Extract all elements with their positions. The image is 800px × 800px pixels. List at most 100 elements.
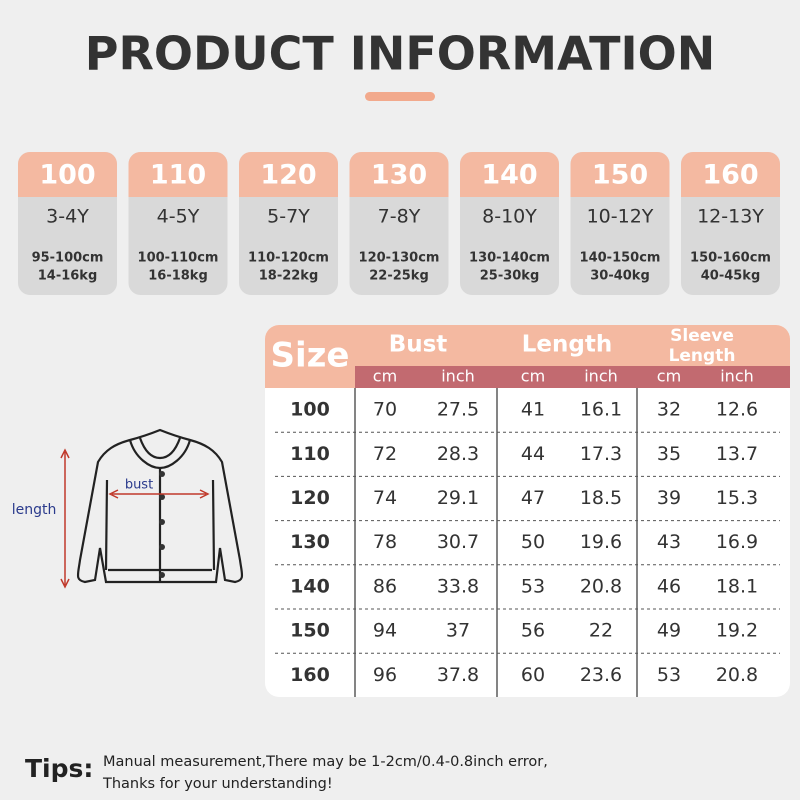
cell: 22	[589, 620, 613, 642]
title: PRODUCT INFORMATION	[85, 27, 715, 81]
unit-header: cm	[521, 367, 545, 386]
cell: 18.5	[580, 487, 622, 509]
row-size: 150	[290, 620, 330, 642]
card-weight: 22-25kg	[369, 269, 429, 284]
unit-row-bg	[355, 366, 790, 388]
cell: 49	[657, 620, 681, 642]
cell: 20.8	[580, 575, 622, 597]
cell: 41	[521, 399, 545, 421]
card-top	[681, 152, 780, 197]
cell: 12.6	[716, 399, 758, 421]
cell: 37	[446, 620, 470, 642]
group-header: Length	[522, 332, 612, 358]
title-underline	[365, 92, 435, 101]
cell: 13.7	[716, 443, 758, 465]
tips-line: Thanks for your understanding!	[102, 776, 333, 792]
card-top	[239, 152, 338, 197]
card-age: 8-10Y	[482, 206, 537, 228]
row-size: 110	[290, 443, 330, 465]
row-size: 120	[290, 487, 330, 509]
unit-header: inch	[720, 367, 754, 386]
row-size: 160	[290, 664, 330, 686]
tips-label: Tips:	[25, 754, 93, 783]
cell: 33.8	[437, 575, 479, 597]
cell: 16.1	[580, 399, 622, 421]
card-weight: 25-30kg	[480, 269, 540, 284]
card-height: 140-150cm	[580, 251, 661, 266]
size-header: Size	[271, 336, 350, 376]
cell: 78	[373, 531, 397, 553]
cell: 18.1	[716, 575, 758, 597]
length-arrow-heads	[60, 448, 70, 589]
card-height: 120-130cm	[359, 251, 440, 266]
cell: 46	[657, 575, 681, 597]
cell: 32	[657, 399, 681, 421]
row-size: 130	[290, 531, 330, 553]
card-top	[349, 152, 449, 197]
card-height: 95-100cm	[32, 251, 104, 266]
cell: 19.6	[580, 531, 622, 553]
tips-line: Manual measurement,There may be 1-2cm/0.…	[103, 754, 548, 770]
cardigan-drawing	[76, 428, 244, 584]
unit-header: cm	[373, 367, 397, 386]
card-age: 5-7Y	[267, 206, 310, 228]
cell: 53	[657, 664, 681, 686]
cell: 74	[373, 487, 397, 509]
card-weight: 40-45kg	[701, 269, 761, 284]
cell: 60	[521, 664, 545, 686]
card-weight: 30-40kg	[590, 269, 650, 284]
cell: 16.9	[716, 531, 758, 553]
table-bg	[265, 325, 790, 697]
card-weight: 18-22kg	[259, 269, 319, 284]
cell: 29.1	[437, 487, 479, 509]
buttons	[159, 471, 165, 578]
cell: 37.8	[437, 664, 479, 686]
row-size: 140	[290, 575, 330, 597]
card-age: 7-8Y	[378, 206, 421, 228]
card-size: 140	[481, 160, 537, 191]
card-size: 100	[39, 160, 95, 191]
cell: 30.7	[437, 531, 479, 553]
card-size: 110	[150, 160, 206, 191]
unit-header: cm	[657, 367, 681, 386]
cell: 56	[521, 620, 545, 642]
cell: 47	[521, 487, 545, 509]
cell: 44	[521, 443, 545, 465]
group-header: Bust	[389, 332, 448, 358]
card-size: 150	[592, 160, 648, 191]
cell: 27.5	[437, 399, 479, 421]
group-header: Sleeve Length	[669, 326, 736, 366]
bust-arrow-heads	[108, 489, 210, 499]
card-age: 4-5Y	[157, 206, 200, 228]
card-size: 130	[371, 160, 427, 191]
card-top	[18, 152, 117, 197]
cell: 86	[373, 575, 397, 597]
cell: 53	[521, 575, 545, 597]
cell: 35	[657, 443, 681, 465]
card-top	[128, 152, 228, 197]
cell: 70	[373, 399, 397, 421]
length-label: length	[12, 502, 57, 518]
card-age: 10-12Y	[587, 206, 654, 228]
bust-label: bust	[125, 478, 153, 493]
unit-header: inch	[584, 367, 618, 386]
unit-header: inch	[441, 367, 475, 386]
cell: 20.8	[716, 664, 758, 686]
card-weight: 16-18kg	[148, 269, 208, 284]
cell: 50	[521, 531, 545, 553]
cell: 72	[373, 443, 397, 465]
row-size: 100	[290, 399, 330, 421]
card-top	[570, 152, 670, 197]
card-age: 3-4Y	[46, 206, 89, 228]
card-height: 130-140cm	[469, 251, 550, 266]
cell: 17.3	[580, 443, 622, 465]
card-size: 160	[702, 160, 758, 191]
card-height: 150-160cm	[690, 251, 771, 266]
card-height: 110-120cm	[248, 251, 329, 266]
cell: 15.3	[716, 487, 758, 509]
cell: 28.3	[437, 443, 479, 465]
card-height: 100-110cm	[138, 251, 219, 266]
cell: 39	[657, 487, 681, 509]
cell: 19.2	[716, 620, 758, 642]
